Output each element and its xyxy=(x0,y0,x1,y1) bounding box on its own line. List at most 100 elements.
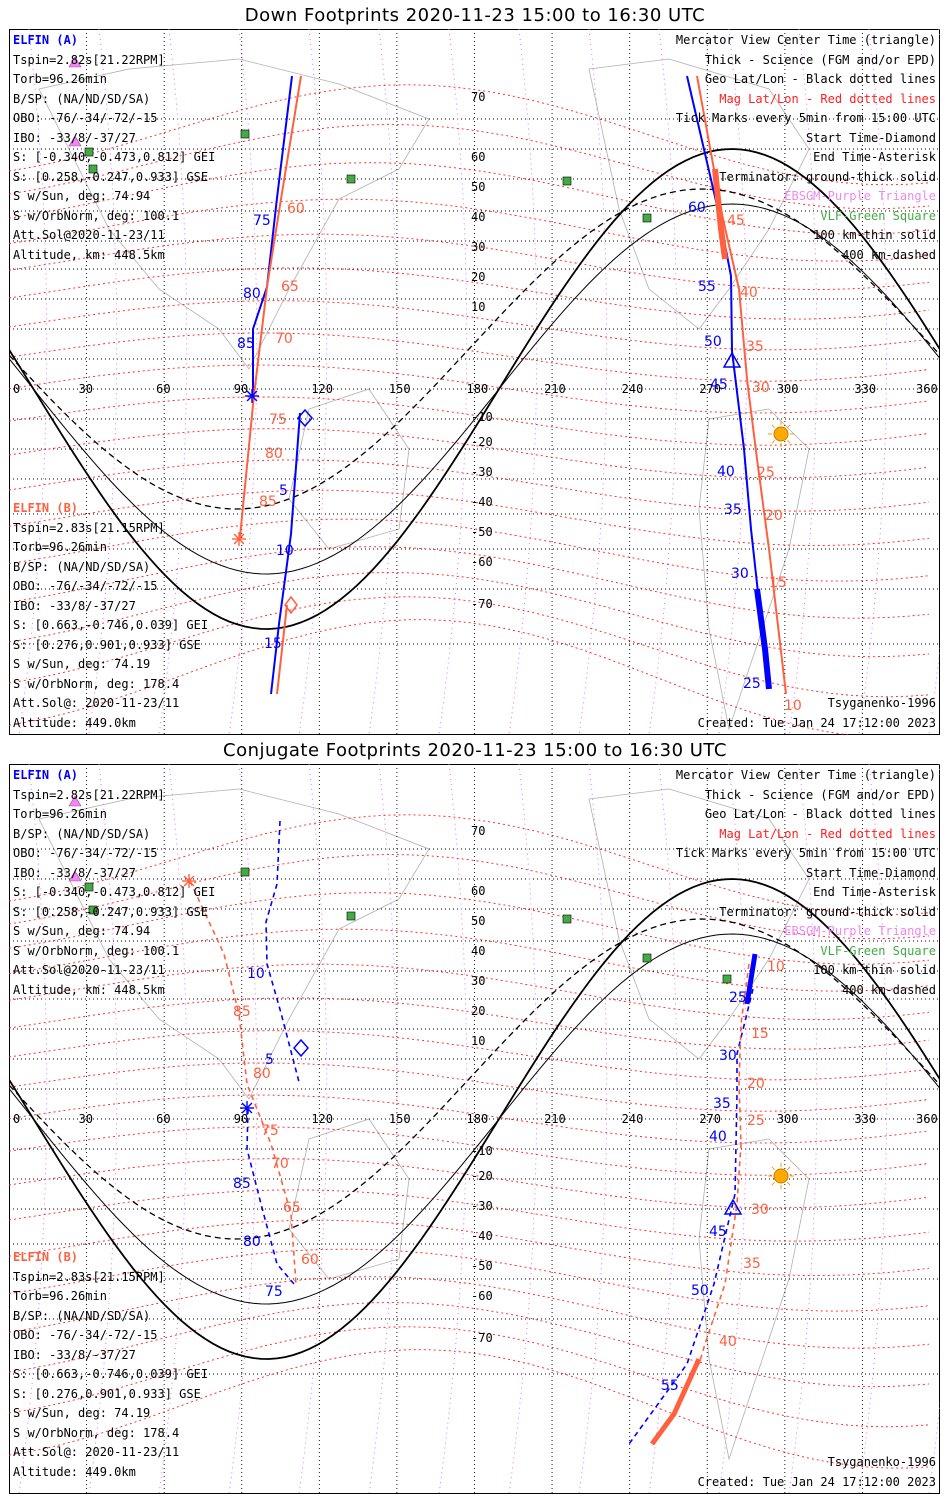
mag-parallel xyxy=(9,198,930,262)
elfin-a-line: OBO: -76/-34/-72/-15 xyxy=(13,111,158,125)
track-tick-label: 80 xyxy=(243,1234,261,1250)
legend: Mercator View Center Time (triangle) Thic… xyxy=(676,31,936,265)
track-tick-label: 80 xyxy=(253,1066,271,1082)
lat-tick-label: 30 xyxy=(471,240,485,254)
elfin-b-info: ELFIN (B) Tspin=2.83s[21.15RPM] Torb=96.26… xyxy=(13,499,208,733)
sun-ray xyxy=(771,440,775,444)
track-tick-label: 45 xyxy=(710,377,728,393)
terminator-400km xyxy=(9,188,940,510)
map-svg: 0 30 60 90 120 150 180 210 240 270 300 330 360 70 60 50… xyxy=(9,29,940,735)
mag-meridian xyxy=(438,764,468,1494)
mag-meridian xyxy=(648,764,678,1494)
terminator-100km xyxy=(9,203,940,575)
legend-item: Geo Lat/Lon - Black dotted lines xyxy=(704,807,936,821)
track-tick-label: 35 xyxy=(746,339,764,355)
elfin-b-line: S w/OrbNorm, deg: 178.4 xyxy=(13,676,180,691)
track-b-west xyxy=(239,75,302,538)
lon-tick-label: 90 xyxy=(234,382,248,396)
track-tick-label: 15 xyxy=(769,575,787,591)
elfin-b-line: Tspin=2.83s[21.15RPM] xyxy=(13,520,165,535)
created-timestamp: Created: Tue Jan 24 17:12:00 2023 xyxy=(697,715,936,730)
vlf-square xyxy=(84,882,94,892)
lon-tick-label: 330 xyxy=(854,382,876,396)
mag-parallel xyxy=(9,619,853,735)
track-a-science xyxy=(754,588,772,690)
elfin-a-line: Tspin=2.82s[21.22RPM] xyxy=(13,787,165,802)
sun-ray xyxy=(771,1182,775,1186)
track-tick-label: 15 xyxy=(751,1026,769,1042)
mag-meridian xyxy=(18,764,48,1494)
lat-tick-label: -20 xyxy=(471,1169,493,1183)
track-tick-label: 75 xyxy=(253,213,271,229)
elfin-b-line: IBO: -33/8/-37/27 xyxy=(13,1347,136,1362)
mag-meridian xyxy=(788,764,818,1494)
track-tick-label: 15 xyxy=(264,636,282,652)
mag-parallel xyxy=(9,489,930,546)
track-tick-label: 75 xyxy=(269,412,287,428)
legend-item: Mercator View Center Time (triangle) xyxy=(675,768,936,782)
sun-ray xyxy=(787,1182,791,1186)
vlf-square xyxy=(722,974,732,984)
lon-tick-label: 330 xyxy=(854,1112,876,1126)
elfin-b-line: Torb=96.26min xyxy=(13,540,107,554)
elfin-a-line: S: [0.258,-0.247,0.933] GSE xyxy=(13,169,209,184)
mag-meridian xyxy=(858,764,888,1494)
track-tick-labels: 6065707580857580855101560555045403530254… xyxy=(237,200,802,714)
legend-item: 400 km-dashed xyxy=(842,982,936,997)
axis-labels: 0 30 60 90 120 150 180 210 240 270 300 330 360 70 60 50… xyxy=(13,824,938,1345)
track-a-west xyxy=(265,820,300,1083)
mag-meridian xyxy=(858,29,888,735)
start-diamond-a xyxy=(293,1038,309,1058)
ebsgm-triangle xyxy=(68,870,82,882)
track-a-south xyxy=(270,412,301,695)
track-tick-label: 30 xyxy=(751,1202,769,1218)
lon-tick-label: 120 xyxy=(311,1112,333,1126)
mag-parallel xyxy=(9,396,930,446)
terminator-group xyxy=(9,148,940,630)
map-svg: 0 30 60 90 120 150 180 210 240 270 300 330 360 70 60 50… xyxy=(9,764,940,1494)
mag-meridian xyxy=(438,29,468,735)
elfin-a-line: OBO: -76/-34/-72/-15 xyxy=(13,846,158,860)
lon-tick-label: 150 xyxy=(389,382,411,396)
vlf-stations xyxy=(84,129,652,223)
vlf-square xyxy=(240,129,250,139)
mag-meridian xyxy=(718,764,748,1494)
lon-tick-label: 180 xyxy=(467,1112,489,1126)
end-asterisk-a xyxy=(240,1101,254,1115)
track-tick-label: 10 xyxy=(767,959,785,975)
track-tick-label: 65 xyxy=(283,1200,301,1216)
sun-ray xyxy=(787,424,791,428)
ebsgm-triangle xyxy=(68,795,82,807)
track-tick-label: 65 xyxy=(281,279,299,295)
track-tick-label: 50 xyxy=(704,334,722,350)
legend-item: 100 km-thin solid xyxy=(813,228,936,242)
asterisk-stroke xyxy=(241,1102,253,1114)
start-diamond-b xyxy=(284,595,298,615)
sun-ray xyxy=(787,1166,791,1170)
legend-item: Mag Lat/Lon - Red dotted lines xyxy=(719,826,936,841)
terminator-100km xyxy=(9,933,940,1305)
track-tick-label: 20 xyxy=(747,1076,765,1092)
lon-tick-label: 60 xyxy=(156,1112,170,1126)
elfin-a-line: Att.Sol@2020-11-23/11 xyxy=(13,228,165,242)
mag-parallel xyxy=(9,1349,930,1469)
end-asterisk-b xyxy=(232,532,246,546)
track-tick-label: 30 xyxy=(752,380,770,396)
vlf-square xyxy=(562,914,572,924)
mag-parallel xyxy=(9,892,930,965)
elfin-a-line: IBO: -33/8/-37/27 xyxy=(13,130,136,145)
legend-item: VLF-Green Square xyxy=(820,943,936,958)
lon-tick-label: 0 xyxy=(13,1112,20,1126)
mag-meridian xyxy=(88,764,118,1494)
legend-item: Thick - Science (FGM and/or EPD) xyxy=(704,787,936,802)
lat-tick-label: 40 xyxy=(471,944,485,958)
asterisk-stroke xyxy=(233,533,245,545)
created-timestamp: Created: Tue Jan 24 17:12:00 2023 xyxy=(697,1474,936,1489)
elfin-b-line: Torb=96.26min xyxy=(13,1289,107,1303)
lon-tick-label: 300 xyxy=(777,1112,799,1126)
mag-meridian xyxy=(368,29,398,735)
track-tick-label: 40 xyxy=(740,285,758,301)
mag-meridian xyxy=(578,764,608,1494)
elfin-b-line: S: [0.276,0.901,0.933] GSE xyxy=(13,637,201,652)
track-tick-label: 5 xyxy=(265,1052,274,1068)
